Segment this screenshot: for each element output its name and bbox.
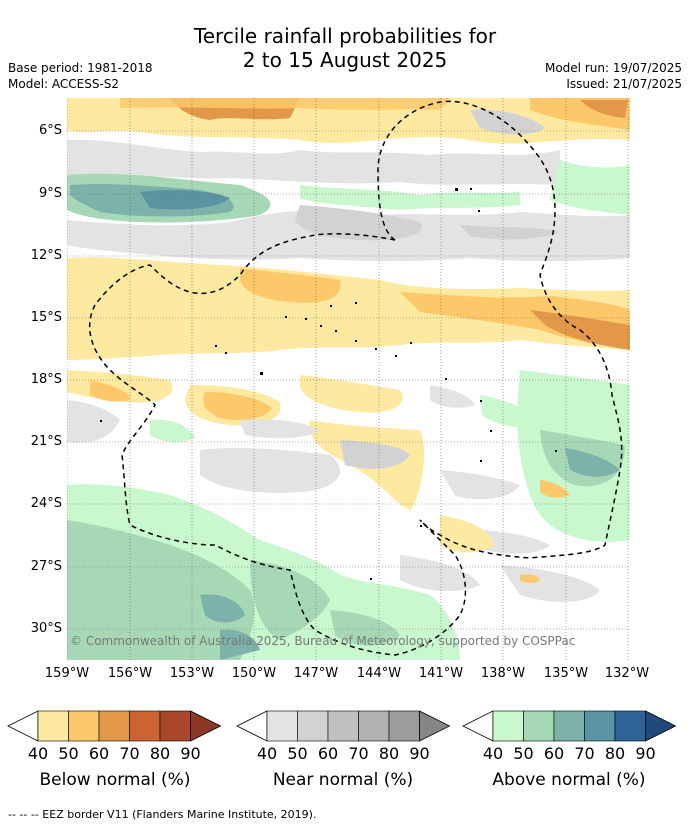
legend-tick-label: 90 [409,744,430,763]
legend-swatch [68,710,100,742]
lon-label: 138°W [480,666,526,681]
legend-swatch [266,710,298,742]
legend-extend-high [645,710,677,742]
legend-swatch [37,710,69,742]
legend-extend-low [462,710,494,742]
legend-tick-label: 70 [574,744,595,763]
meta-right: Model run: 19/07/2025 Issued: 21/07/2025 [545,60,682,92]
lon-label: 153°W [169,666,215,681]
copyright-notice: © Commonwealth of Australia 2025, Bureau… [70,634,576,648]
legend-swatch [358,710,390,742]
legend-tick-label: 60 [317,744,339,763]
legend-caption-above: Above normal (%) [492,770,646,790]
legend-below-bar [7,710,222,742]
lat-label: 12°S [30,248,62,263]
near-region-north [67,139,560,185]
legend-swatch [297,710,329,742]
lat-label: 21°S [30,434,62,449]
lon-label: 150°W [231,666,277,681]
lon-label: 147°W [293,666,339,681]
legend-caption-below: Below normal (%) [39,770,191,790]
lat-label: 15°S [30,310,62,325]
legend-tick-label: 80 [149,744,171,763]
legend-above-bar [462,710,677,742]
lat-label: 27°S [30,559,62,574]
legend-tick-label: 70 [348,744,369,763]
legend-tick-label: 50 [287,744,308,763]
below-region-central [67,257,630,360]
legend-tick-label: 40 [482,744,504,763]
legend-tick-label: 80 [378,744,400,763]
base-period: Base period: 1981-2018 [8,61,153,75]
legend-swatch [327,710,359,742]
lat-label: 18°S [30,372,62,387]
legend-tick-label: 40 [256,744,278,763]
lat-label: 30°S [30,621,62,636]
meta-left: Base period: 1981-2018 Model: ACCESS-S2 [8,60,153,92]
legend-extend-low [236,710,268,742]
legend-swatch [614,710,646,742]
legend-swatch [388,710,420,742]
title-line-1: Tercile rainfall probabilities for [193,24,497,48]
legend-tick-label: 90 [635,744,656,763]
legend-tick-label: 50 [513,744,534,763]
legend-tick-label: 70 [119,744,140,763]
legend-swatch [159,710,191,742]
legend-swatch [98,710,130,742]
legend-swatch [553,710,585,742]
islands [100,188,557,580]
legend-tick-label: 80 [604,744,626,763]
legend-tick-label: 90 [180,744,201,763]
lon-label: 135°W [543,666,589,681]
legend-swatch [129,710,161,742]
lat-label: 24°S [30,496,62,511]
legend-tick-label: 40 [27,744,49,763]
legend-swatch [492,710,524,742]
issued-date: Issued: 21/07/2025 [566,77,682,91]
legend-extend-low [7,710,39,742]
lon-label: 141°W [418,666,464,681]
legend-caption-near: Near normal (%) [272,770,414,790]
lon-label: 132°W [604,666,650,681]
legend-tick-label: 50 [58,744,79,763]
lon-label: 156°W [107,666,153,681]
model-run: Model run: 19/07/2025 [544,61,682,75]
legend-near-bar [236,710,451,742]
title-line-2: 2 to 15 August 2025 [242,48,448,72]
model-name: Model: ACCESS-S2 [8,77,120,91]
legend-tick-label: 60 [543,744,565,763]
eez-border [89,100,623,656]
chart-title: Tercile rainfall probabilities for 2 to … [0,24,690,72]
legend-tick-label: 60 [88,744,110,763]
legend-swatch [584,710,616,742]
legend-extend-high [419,710,451,742]
lat-label: 6°S [38,123,62,138]
legend-swatch [523,710,555,742]
eez-footnote: -- -- -- EEZ border V11 (Flanders Marine… [8,808,317,821]
lon-label: 144°W [356,666,402,681]
lon-label: 159°W [44,666,90,681]
graticule [67,98,630,660]
legend-extend-high [190,710,222,742]
lat-label: 9°S [38,186,62,201]
